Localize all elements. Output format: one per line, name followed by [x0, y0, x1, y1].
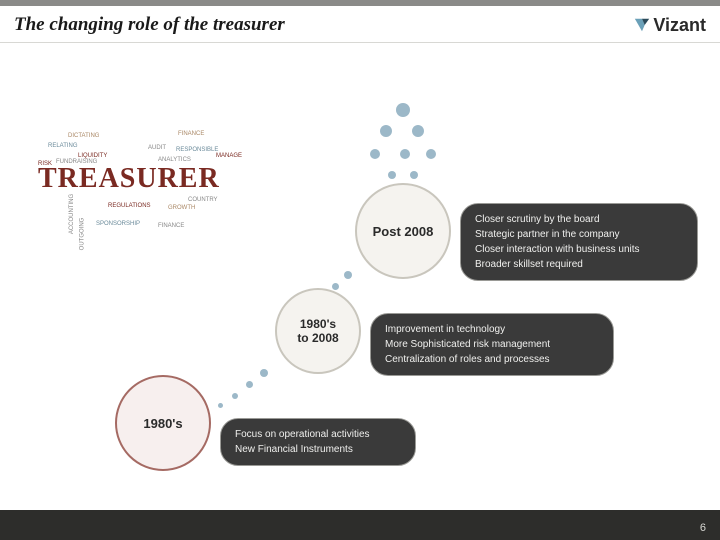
- bubble-label: 1980's to 2008: [297, 317, 338, 346]
- bubble-label: 1980's: [143, 416, 182, 431]
- wordcloud: RELATINGDICTATINGLIQUIDITYRISKFUNDRAISIN…: [38, 113, 258, 253]
- callout-line: Closer scrutiny by the board: [475, 212, 683, 227]
- connector-dot: [260, 369, 268, 377]
- callout-line: Closer interaction with business units: [475, 242, 683, 257]
- bubble-1980: 1980's: [115, 375, 211, 471]
- connector-dot: [426, 149, 436, 159]
- bottom-bar: 6: [0, 510, 720, 540]
- page-number: 6: [700, 522, 706, 534]
- callout-line: Centralization of roles and processes: [385, 352, 599, 367]
- connector-dot: [246, 381, 253, 388]
- logo-icon: [633, 16, 651, 34]
- connector-dot: [218, 403, 223, 408]
- bubble-label: Post 2008: [373, 224, 434, 239]
- connector-dot: [332, 283, 339, 290]
- callout-line: More Sophisticated risk management: [385, 337, 599, 352]
- callout-line: Focus on operational activities: [235, 427, 401, 442]
- page-title: The changing role of the treasurer: [14, 14, 285, 36]
- connector-dot: [400, 149, 410, 159]
- connector-dot: [344, 271, 352, 279]
- wordcloud-word: FINANCE: [178, 131, 204, 137]
- connector-dot: [380, 125, 392, 137]
- callout-line: New Financial Instruments: [235, 442, 401, 457]
- connector-dot: [388, 171, 396, 179]
- logo-text: Vizant: [653, 15, 706, 36]
- bubble-post-2008: Post 2008: [355, 183, 451, 279]
- wordcloud-word: FINANCE: [158, 223, 184, 229]
- callout-1980-2008: Improvement in technologyMore Sophistica…: [370, 313, 614, 376]
- callout-post-2008: Closer scrutiny by the boardStrategic pa…: [460, 203, 698, 281]
- callout-line: Broader skillset required: [475, 257, 683, 272]
- connector-dot: [370, 149, 380, 159]
- wordcloud-word: AUDIT: [148, 145, 166, 151]
- wordcloud-word: MANAGE: [216, 153, 242, 159]
- wordcloud-word: COUNTRY: [188, 197, 218, 203]
- connector-dot: [412, 125, 424, 137]
- header: The changing role of the treasurer Vizan…: [0, 6, 720, 43]
- wordcloud-word: RELATING: [48, 143, 78, 149]
- diagram-stage: RELATINGDICTATINGLIQUIDITYRISKFUNDRAISIN…: [0, 43, 720, 513]
- wordcloud-word: REGULATIONS: [108, 203, 151, 209]
- callout-line: Improvement in technology: [385, 322, 599, 337]
- wordcloud-word: DICTATING: [68, 133, 99, 139]
- bubble-1980-2008: 1980's to 2008: [275, 288, 361, 374]
- wordcloud-word: ACCOUNTING: [69, 194, 75, 234]
- wordcloud-word: SPONSORSHIP: [96, 221, 140, 227]
- connector-dot: [232, 393, 238, 399]
- wordcloud-word: OUTGOING: [79, 218, 85, 251]
- wordcloud-main: TREASURER: [38, 163, 220, 195]
- logo: Vizant: [633, 15, 706, 36]
- wordcloud-word: GROWTH: [168, 205, 195, 211]
- callout-line: Strategic partner in the company: [475, 227, 683, 242]
- callout-1980: Focus on operational activitiesNew Finan…: [220, 418, 416, 466]
- connector-dot: [396, 103, 410, 117]
- wordcloud-word: RESPONSIBLE: [176, 147, 218, 153]
- connector-dot: [410, 171, 418, 179]
